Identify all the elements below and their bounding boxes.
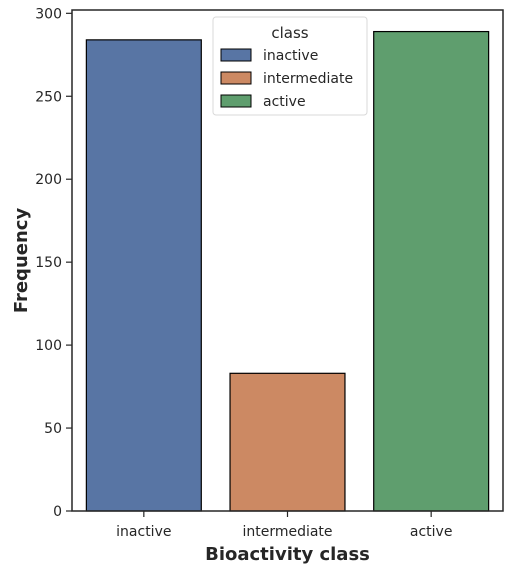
y-tick-label: 150 [35, 255, 62, 271]
legend-label-inactive: inactive [263, 48, 318, 64]
y-tick-label: 300 [35, 6, 62, 22]
plot-frame [71, 9, 504, 512]
x-tick-label: inactive [116, 524, 171, 540]
legend: class inactive intermediate active [212, 16, 368, 116]
legend-swatch-active [220, 94, 252, 108]
y-tick-label: 250 [35, 89, 62, 105]
legend-title: class [271, 24, 308, 42]
legend-label-active: active [263, 94, 306, 110]
y-axis: 0 50 100 150 200 250 300 [35, 6, 72, 520]
legend-frame [212, 16, 368, 116]
legend-label-intermediate: intermediate [263, 71, 353, 87]
y-tick-label: 50 [44, 421, 62, 437]
bars-group [85, 30, 490, 512]
bar-intermediate [229, 372, 346, 512]
x-tick-label: intermediate [242, 524, 332, 540]
x-tick-label: active [410, 524, 453, 540]
bar-active [373, 30, 490, 512]
y-tick-label: 200 [35, 172, 62, 188]
x-axis: inactive intermediate active [116, 511, 452, 540]
legend-swatch-intermediate [220, 71, 252, 85]
x-axis-title: Bioactivity class [205, 544, 370, 565]
bar-inactive [85, 39, 202, 512]
y-tick-label: 0 [53, 504, 62, 520]
y-tick-label: 100 [35, 338, 62, 354]
legend-swatch-inactive [220, 48, 252, 62]
y-axis-title: Frequency [11, 208, 32, 314]
